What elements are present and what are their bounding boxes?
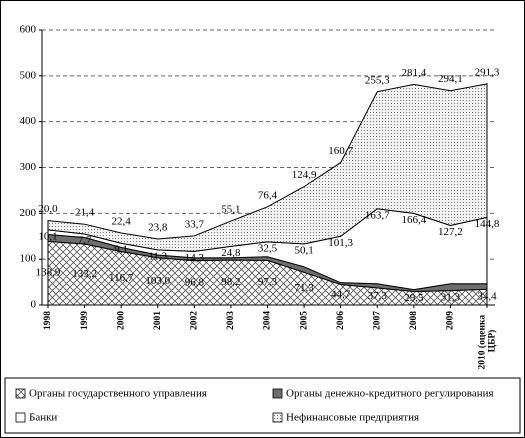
data-label: 160,7 [328, 145, 353, 157]
data-label: 291,3 [475, 66, 500, 78]
data-label: 55,1 [221, 204, 240, 216]
y-tick-label: 400 [20, 115, 37, 127]
y-tick-label: 500 [20, 69, 37, 81]
data-label: 37,3 [368, 290, 388, 302]
data-label: 34,4 [477, 291, 497, 303]
legend-swatch [15, 388, 26, 399]
data-label: 116,7 [109, 272, 134, 284]
data-label: 22,4 [112, 215, 132, 227]
x-tick-label: 2002 [190, 311, 200, 330]
legend-box [4, 377, 521, 434]
data-label: 163,7 [365, 209, 390, 221]
x-tick-label: 2009 [446, 311, 456, 330]
y-tick-label: 300 [20, 161, 37, 173]
data-label: 71,3 [294, 282, 314, 294]
legend-label: Нефинансовые предприятия [286, 412, 419, 424]
data-label: 20,0 [38, 203, 58, 215]
x-tick-label: 2008 [409, 311, 419, 330]
data-label: 76,4 [258, 189, 278, 201]
data-label: 33,7 [185, 218, 205, 230]
data-label: 9,1 [114, 244, 128, 256]
x-tick-label: 2010 (оценка ЦБР) [476, 313, 497, 370]
data-label: 10,1 [38, 230, 57, 242]
legend-swatch [272, 388, 283, 399]
data-label: 24,8 [221, 247, 241, 259]
data-label: 138,9 [36, 267, 61, 279]
x-tick-label: 2006 [336, 311, 346, 330]
data-label: 44,7 [331, 288, 351, 300]
data-label: 14,3 [185, 252, 205, 264]
data-label: 166,4 [401, 214, 426, 226]
legend-label: Банки [29, 412, 57, 424]
data-label: 103,0 [145, 275, 170, 287]
data-label: 96,8 [185, 276, 205, 288]
x-tick-label: 2003 [226, 311, 236, 330]
x-tick-label: 2004 [263, 311, 273, 330]
data-label: 294,1 [438, 73, 463, 85]
x-tick-label: 1998 [43, 311, 53, 330]
data-label: 127,2 [438, 226, 463, 238]
area [47, 83, 488, 252]
data-label: 21,4 [75, 207, 95, 219]
y-tick-label: 600 [20, 24, 37, 36]
data-label: 11,3 [148, 250, 167, 262]
data-label: 101,3 [328, 237, 353, 249]
data-label: 97,3 [258, 276, 278, 288]
data-label: 124,9 [292, 169, 317, 181]
data-label: 133,2 [72, 268, 97, 280]
data-label: 50,1 [294, 244, 313, 256]
x-tick-label: 2001 [153, 311, 163, 330]
x-tick-label: 2005 [299, 311, 309, 330]
data-label: 7,7 [78, 235, 92, 247]
data-label: 281,4 [401, 67, 426, 79]
data-label: 144,8 [475, 218, 500, 230]
x-tick-label: 2000 [116, 311, 126, 330]
data-label: 29,5 [404, 292, 424, 304]
data-label: 32,5 [258, 242, 278, 254]
data-label: 31,3 [441, 291, 461, 303]
data-label: 23,8 [148, 221, 168, 233]
y-tick-label: 0 [31, 299, 37, 311]
legend-swatch [15, 412, 26, 423]
legend-swatch [272, 412, 283, 423]
y-tick-label: 100 [20, 253, 37, 265]
legend-label: Органы денежно-кредитного регулирования [286, 388, 494, 400]
legend-label: Органы государственного управления [29, 388, 207, 400]
x-tick-label: 1999 [80, 311, 90, 330]
data-label: 255,3 [365, 74, 390, 86]
y-tick-label: 200 [20, 207, 37, 219]
data-label: 98,2 [221, 276, 240, 288]
x-tick-label: 2007 [372, 311, 382, 330]
